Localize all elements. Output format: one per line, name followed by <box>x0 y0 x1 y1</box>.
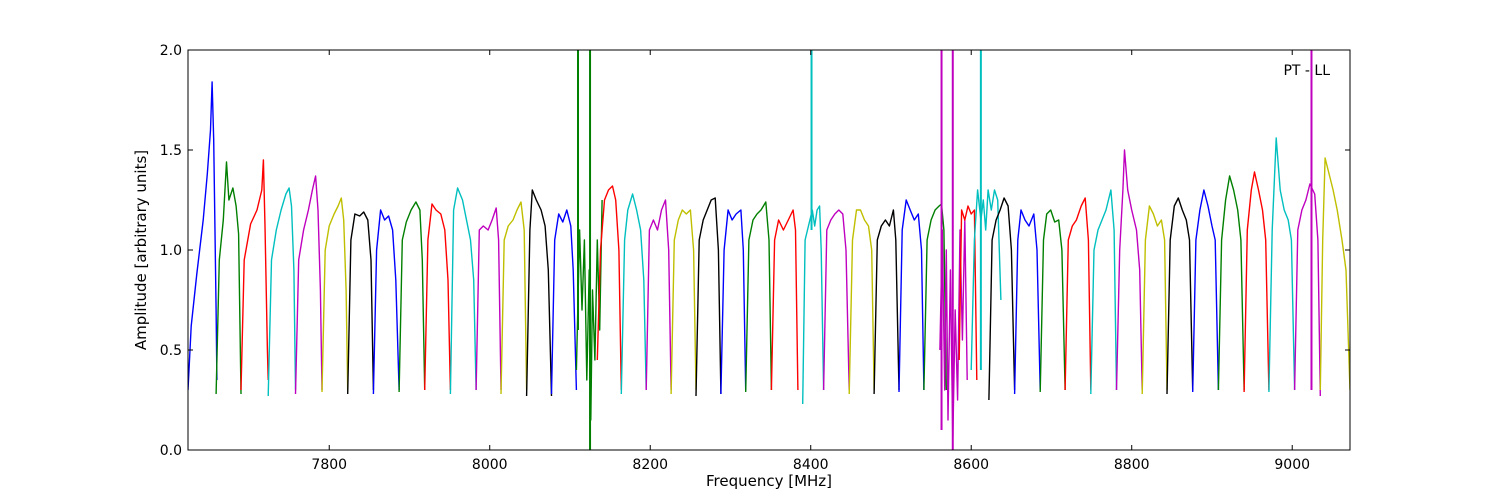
series-line-33 <box>970 189 1002 371</box>
series-line-42 <box>1192 189 1220 393</box>
series-line-36 <box>1039 209 1066 393</box>
x-tick-label: 8800 <box>1114 457 1150 473</box>
series-line-2 <box>215 161 242 395</box>
series-line-28 <box>873 209 900 395</box>
y-tick-label: 1.0 <box>160 243 182 259</box>
series-line-30 <box>923 203 947 391</box>
series-line-45 <box>1268 137 1296 393</box>
series-line-43 <box>1217 175 1245 391</box>
series-line-14 <box>525 189 553 397</box>
y-tick-label: 0.0 <box>160 443 182 459</box>
series-line-39 <box>1115 149 1143 391</box>
series-line-26 <box>822 209 850 391</box>
series-line-37 <box>1064 197 1092 391</box>
series-line-11 <box>449 187 477 395</box>
series-line-29 <box>898 199 925 393</box>
series-line-7 <box>347 211 375 395</box>
y-axis-label: Amplitude [arbitrary units] <box>132 150 150 350</box>
series-line-41 <box>1166 197 1194 395</box>
series-line-32 <box>958 205 978 381</box>
series-line-12 <box>475 207 502 391</box>
y-tick-label: 2.0 <box>160 43 182 59</box>
series-line-18 <box>620 193 647 395</box>
x-tick-label: 7800 <box>311 457 347 473</box>
series-line-34 <box>988 197 1016 401</box>
y-tick-label: 0.5 <box>160 343 182 359</box>
series-line-40 <box>1141 205 1168 395</box>
x-tick-label: 8200 <box>632 457 668 473</box>
x-tick-label: 9000 <box>1274 457 1310 473</box>
y-tick-label: 1.5 <box>160 143 182 159</box>
series-line-23 <box>745 201 773 393</box>
series-line-35 <box>1013 209 1041 395</box>
series-line-19 <box>645 199 672 391</box>
series-line-8 <box>372 209 400 395</box>
series-line-44 <box>1243 171 1270 393</box>
series-layer <box>188 50 1350 450</box>
series-line-21 <box>695 197 722 397</box>
series-line-38 <box>1090 189 1118 395</box>
series-line-3 <box>240 159 269 391</box>
series-line-1 <box>188 81 218 391</box>
series-line-9 <box>398 201 426 393</box>
series-line-6 <box>321 197 349 393</box>
series-line-24 <box>770 209 799 391</box>
series-line-20 <box>670 209 697 395</box>
series-line-47 <box>1319 157 1350 391</box>
series-line-17 <box>596 185 622 391</box>
series-line-5 <box>294 175 323 395</box>
x-tick-label: 8400 <box>793 457 829 473</box>
y-axis: 0.0 0.5 1.0 1.5 2.0 <box>160 43 1350 459</box>
plot-annotation: PT - LL <box>1283 63 1330 79</box>
x-tick-label: 8000 <box>472 457 508 473</box>
series-line-46 <box>1293 183 1321 397</box>
series-line-15 <box>550 209 578 395</box>
x-axis-label: Frequency [MHz] <box>706 472 832 490</box>
series-line-4 <box>267 187 297 397</box>
x-axis: 7800 8000 8200 8400 8600 8800 9000 <box>311 50 1310 473</box>
series-line-13 <box>500 201 528 395</box>
series-line-10 <box>424 203 452 391</box>
series-line-25 <box>802 205 825 405</box>
series-line-22 <box>720 209 747 395</box>
x-tick-label: 8600 <box>953 457 989 473</box>
series-line-27 <box>848 209 875 395</box>
